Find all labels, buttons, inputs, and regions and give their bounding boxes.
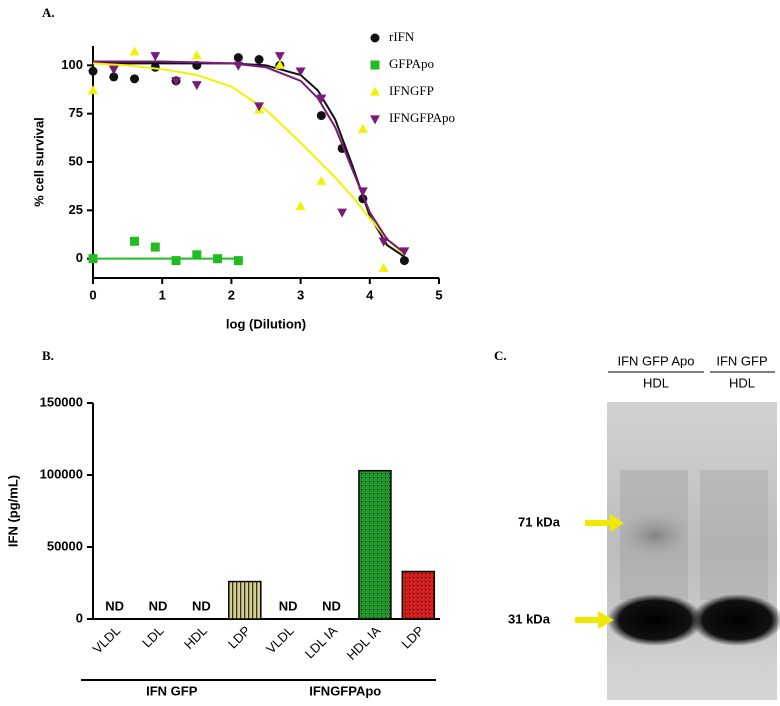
group-label: IFN GFP [146, 683, 198, 698]
point [192, 250, 202, 260]
y-tick-label: 100 [61, 57, 83, 72]
point [254, 55, 264, 65]
point [150, 52, 161, 62]
point [171, 77, 181, 87]
point [378, 237, 389, 247]
legend-label: IFNGFPApo [389, 110, 455, 125]
x-tick-label: 1 [159, 287, 166, 302]
y-tick-label: 50 [69, 153, 83, 168]
x-tick-label: 4 [366, 287, 374, 302]
point [399, 256, 409, 266]
point [316, 94, 327, 104]
group-label: IFNGFPApo [309, 683, 381, 698]
x-tick-label: 5 [435, 287, 442, 302]
y-tick-label: 0 [76, 610, 83, 625]
point [191, 50, 202, 60]
point [295, 201, 306, 211]
x-tick-label: 0 [89, 287, 96, 302]
point [150, 242, 160, 252]
panel-label: A. [42, 5, 55, 20]
point [130, 74, 140, 84]
lane-sub-label: HDL [729, 375, 755, 390]
x-axis-title: log (Dilution) [226, 316, 306, 331]
y-tick-label: 100000 [40, 466, 83, 481]
point [191, 81, 202, 91]
y-tick-label: 75 [69, 105, 83, 120]
x-tick-label: LDL [139, 623, 166, 650]
point [129, 46, 140, 56]
point [378, 262, 389, 272]
panel-label: C. [494, 348, 507, 363]
lane-label: IFN GFP [716, 353, 767, 368]
legend-label: rIFN [389, 29, 415, 44]
point [399, 247, 410, 257]
x-tick-label: VLDL [90, 623, 124, 657]
band [691, 594, 780, 646]
bar [228, 580, 262, 620]
point [295, 67, 306, 77]
legend-marker [370, 33, 380, 43]
point [274, 59, 285, 69]
x-tick-label: HDL [181, 623, 210, 652]
point [316, 175, 327, 185]
point [233, 53, 243, 63]
lane-smear [700, 470, 768, 600]
y-tick-label: 0 [76, 250, 83, 265]
legend-marker [370, 86, 380, 96]
x-tick-label: LDP [398, 623, 426, 651]
bar [401, 570, 436, 620]
fit-line [92, 62, 406, 256]
point [254, 102, 265, 112]
arrow [585, 514, 624, 532]
point [274, 52, 285, 62]
value-label: ND [149, 598, 168, 613]
value-label: ND [322, 598, 341, 613]
band [619, 513, 691, 557]
y-axis-title: % cell survival [31, 117, 46, 207]
y-axis-title: IFN (pg/mL) [5, 475, 20, 547]
legend-marker [370, 115, 380, 125]
x-tick-label: 3 [297, 287, 304, 302]
point [88, 66, 98, 76]
point [88, 85, 98, 95]
point [109, 72, 119, 82]
point [108, 65, 119, 75]
fit-line [93, 60, 406, 254]
y-tick-label: 50000 [47, 538, 83, 553]
value-label: ND [279, 598, 298, 613]
bar [358, 469, 392, 620]
x-tick-label: LDP [225, 623, 253, 651]
point [171, 256, 181, 266]
legend-label: IFNGFP [389, 83, 434, 98]
point [233, 61, 244, 71]
point [130, 236, 140, 246]
point [357, 187, 368, 197]
point [233, 256, 243, 266]
size-marker: 71 kDa [518, 514, 561, 529]
y-tick-label: 25 [69, 202, 83, 217]
point [213, 254, 223, 264]
point [316, 111, 326, 121]
fit-line [93, 62, 405, 258]
value-label: ND [105, 598, 124, 613]
x-tick-label: LDL IA [302, 623, 341, 662]
x-tick-label: HDL IA [344, 623, 384, 663]
x-tick-label: VLDL [263, 623, 297, 657]
lane-sub-label: HDL [643, 375, 669, 390]
value-label: ND [192, 598, 211, 613]
lane-label: IFN GFP Apo [617, 353, 694, 368]
point [337, 208, 348, 218]
panel-label: B. [42, 348, 54, 363]
point [357, 123, 368, 133]
x-tick-label: 2 [228, 287, 235, 302]
point [88, 254, 98, 264]
legend-label: GFPApo [389, 56, 434, 71]
band [607, 594, 703, 646]
size-marker: 31 kDa [508, 611, 551, 626]
y-tick-label: 150000 [40, 394, 83, 409]
arrow [575, 611, 614, 629]
legend-marker [370, 60, 380, 70]
